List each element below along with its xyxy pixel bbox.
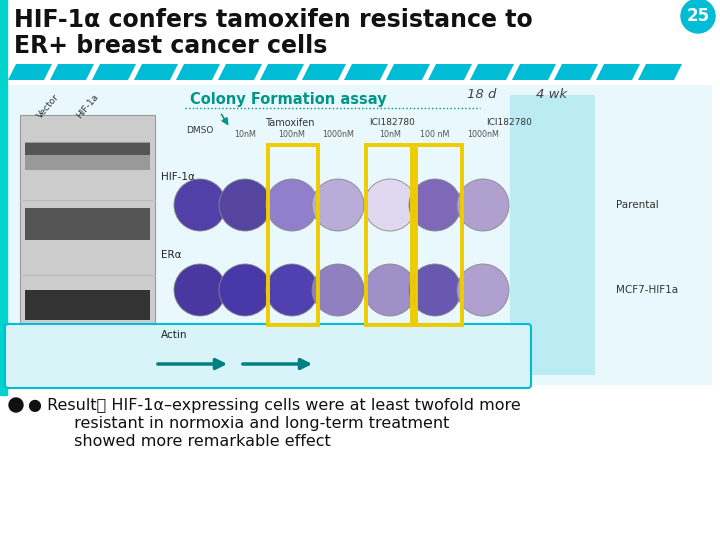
FancyBboxPatch shape	[5, 324, 531, 388]
Polygon shape	[176, 64, 220, 80]
Bar	[0, 0, 7, 395]
Text: 10nM: 10nM	[234, 130, 256, 139]
Circle shape	[219, 179, 271, 231]
Text: HIF-1a: HIF-1a	[75, 92, 101, 120]
Text: ICI182780: ICI182780	[486, 118, 532, 127]
Circle shape	[364, 264, 416, 316]
Bar	[366, 145, 416, 325]
Bar	[20, 115, 155, 370]
Circle shape	[681, 0, 715, 33]
Text: ERα: ERα	[161, 250, 181, 260]
Text: 100nM: 100nM	[279, 130, 305, 139]
Polygon shape	[470, 64, 514, 80]
Bar	[8, 85, 712, 385]
Polygon shape	[386, 64, 430, 80]
Text: Actin: Actin	[161, 330, 187, 340]
Circle shape	[9, 398, 23, 412]
Polygon shape	[218, 64, 262, 80]
Circle shape	[409, 179, 461, 231]
Polygon shape	[512, 64, 556, 80]
Text: MCF7-HIF1a: MCF7-HIF1a	[616, 285, 678, 295]
Text: 100 nM: 100 nM	[420, 130, 450, 139]
Bar	[25, 208, 150, 240]
Text: ICI182780: ICI182780	[369, 118, 415, 127]
Text: 25: 25	[686, 7, 710, 25]
Circle shape	[174, 179, 226, 231]
Text: showed more remarkable effect: showed more remarkable effect	[28, 434, 330, 449]
Polygon shape	[302, 64, 346, 80]
Bar	[25, 143, 150, 155]
Text: HIF-1α: HIF-1α	[161, 172, 195, 182]
Circle shape	[364, 179, 416, 231]
Text: ● Result： HIF-1α–expressing cells were at least twofold more: ● Result： HIF-1α–expressing cells were a…	[28, 398, 521, 413]
Polygon shape	[554, 64, 598, 80]
Circle shape	[457, 179, 509, 231]
Text: 1000nM: 1000nM	[467, 130, 499, 139]
Circle shape	[312, 179, 364, 231]
Bar	[25, 290, 150, 320]
Polygon shape	[260, 64, 304, 80]
Bar	[25, 142, 150, 170]
Bar	[510, 95, 595, 375]
Text: HIF-1α confers tamoxifen resistance to: HIF-1α confers tamoxifen resistance to	[14, 8, 533, 32]
Circle shape	[409, 264, 461, 316]
Text: Transfection: Transfection	[148, 355, 235, 368]
Circle shape	[174, 264, 226, 316]
Bar	[268, 145, 318, 325]
Polygon shape	[50, 64, 94, 80]
Polygon shape	[8, 64, 52, 80]
Text: Vector: Vector	[35, 92, 60, 120]
Text: HIF-1α cDNA: HIF-1α cDNA	[18, 358, 106, 371]
Text: 1000nM: 1000nM	[322, 130, 354, 139]
Circle shape	[312, 264, 364, 316]
Circle shape	[266, 179, 318, 231]
Text: 18 d: 18 d	[467, 88, 497, 101]
Circle shape	[457, 264, 509, 316]
Circle shape	[219, 264, 271, 316]
Polygon shape	[638, 64, 682, 80]
Text: western blot: western blot	[233, 355, 321, 368]
Polygon shape	[92, 64, 136, 80]
Text: Tamoxifen: Tamoxifen	[265, 118, 315, 128]
Polygon shape	[428, 64, 472, 80]
Text: Parental: Parental	[616, 200, 659, 210]
Text: DMSO: DMSO	[186, 126, 214, 135]
Text: Retroviral vector: Retroviral vector	[18, 372, 137, 385]
Polygon shape	[134, 64, 178, 80]
Polygon shape	[596, 64, 640, 80]
Text: Colony Formation assay: Colony Formation assay	[190, 92, 387, 107]
Text: 10nM: 10nM	[379, 130, 401, 139]
Bar	[412, 145, 462, 325]
Text: ER+ breast cancer cells: ER+ breast cancer cells	[14, 34, 328, 58]
Text: 4 wk: 4 wk	[536, 88, 567, 101]
Polygon shape	[344, 64, 388, 80]
Circle shape	[266, 264, 318, 316]
Text: resistant in normoxia and long-term treatment: resistant in normoxia and long-term trea…	[28, 416, 449, 431]
